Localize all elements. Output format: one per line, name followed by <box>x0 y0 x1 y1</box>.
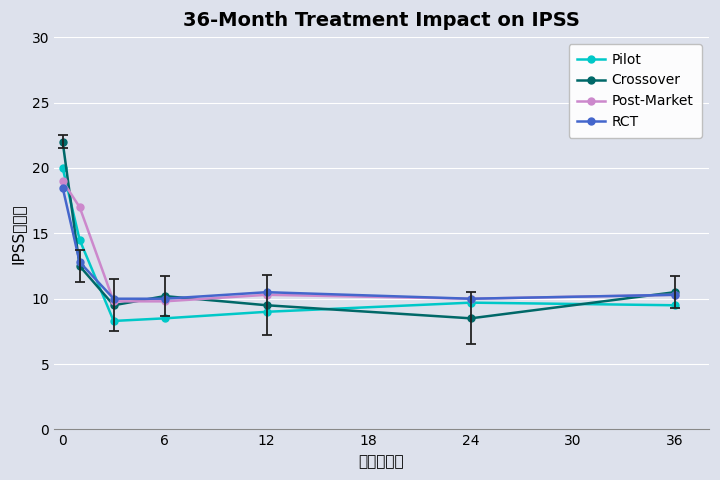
Y-axis label: IPSS平均値: IPSS平均値 <box>11 203 26 264</box>
Post-Market <box>161 299 169 304</box>
RCT <box>467 296 475 301</box>
Post-Market <box>467 296 475 301</box>
Pilot <box>109 318 118 324</box>
Crossover <box>109 302 118 308</box>
Post-Market <box>109 299 118 304</box>
Line: Post-Market: Post-Market <box>59 178 678 305</box>
Post-Market <box>76 204 84 210</box>
Pilot <box>467 300 475 306</box>
Crossover <box>262 302 271 308</box>
Line: Crossover: Crossover <box>59 138 678 322</box>
Crossover <box>58 139 67 144</box>
Line: RCT: RCT <box>59 184 678 302</box>
Crossover <box>76 263 84 269</box>
Pilot <box>58 165 67 171</box>
Pilot <box>670 302 679 308</box>
RCT <box>76 259 84 265</box>
RCT <box>109 296 118 301</box>
Pilot <box>262 309 271 315</box>
Pilot <box>76 237 84 243</box>
Post-Market <box>58 178 67 184</box>
RCT <box>161 296 169 301</box>
RCT <box>670 292 679 298</box>
RCT <box>58 185 67 191</box>
Title: 36-Month Treatment Impact on IPSS: 36-Month Treatment Impact on IPSS <box>183 11 580 30</box>
X-axis label: 時間（月）: 時間（月） <box>359 454 405 469</box>
RCT <box>262 289 271 295</box>
Post-Market <box>670 292 679 298</box>
Crossover <box>467 315 475 321</box>
Line: Pilot: Pilot <box>59 165 678 324</box>
Legend: Pilot, Crossover, Post-Market, RCT: Pilot, Crossover, Post-Market, RCT <box>569 44 702 138</box>
Crossover <box>161 293 169 299</box>
Pilot <box>161 315 169 321</box>
Post-Market <box>262 292 271 298</box>
Crossover <box>670 289 679 295</box>
